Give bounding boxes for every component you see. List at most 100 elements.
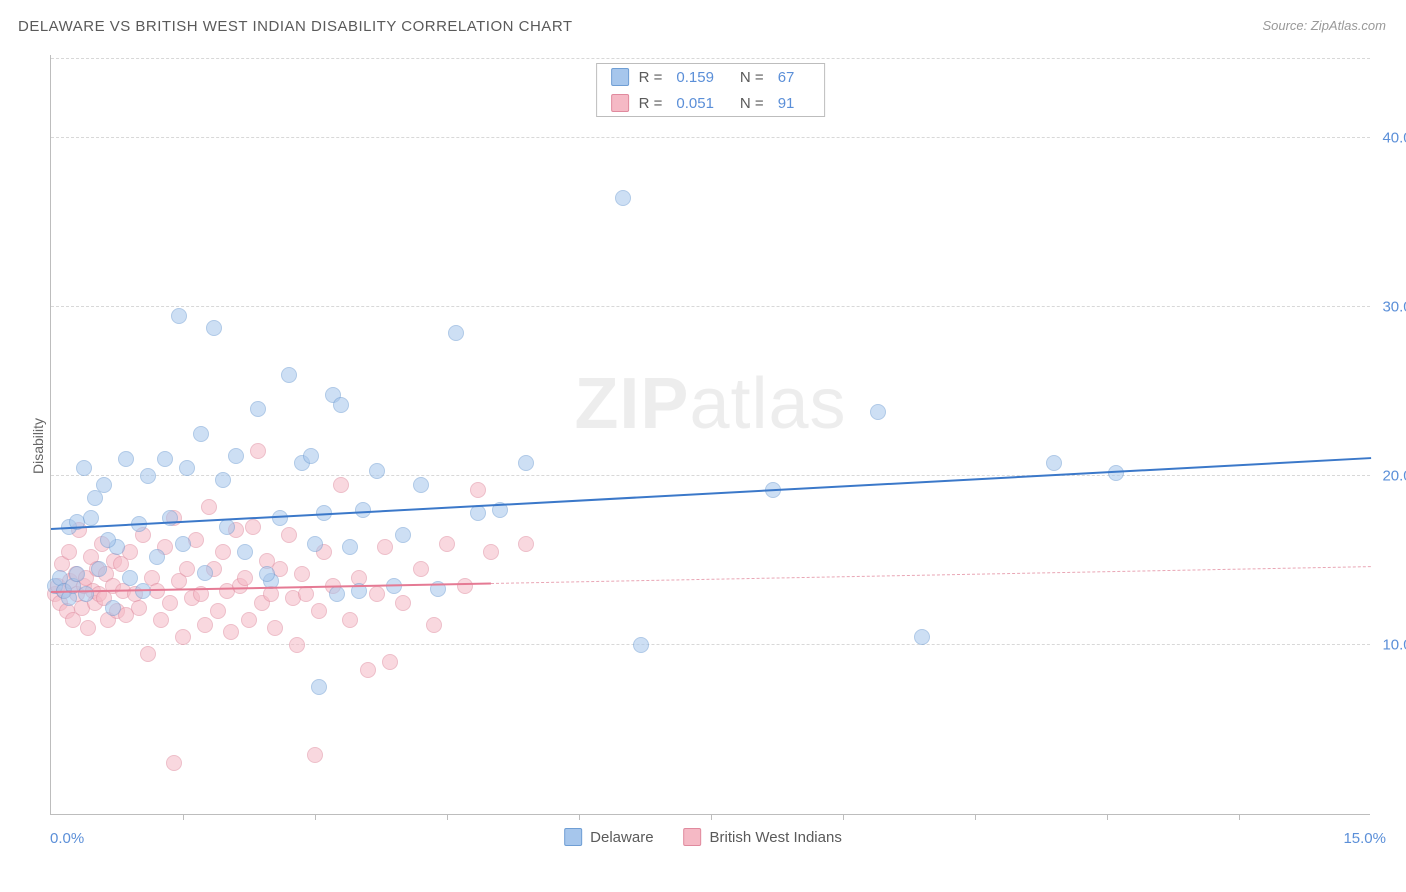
scatter-point — [311, 679, 327, 695]
scatter-point — [193, 426, 209, 442]
swatch-bwi — [684, 828, 702, 846]
scatter-point — [351, 570, 367, 586]
scatter-point — [228, 522, 244, 538]
scatter-point — [294, 455, 310, 471]
legend-item-bwi: British West Indians — [684, 828, 842, 846]
scatter-point — [382, 654, 398, 670]
x-tick — [843, 814, 844, 820]
gridline: 30.0% — [51, 306, 1370, 307]
scatter-point — [448, 325, 464, 341]
scatter-point — [162, 510, 178, 526]
scatter-point — [65, 612, 81, 628]
scatter-point — [87, 595, 103, 611]
scatter-point — [254, 595, 270, 611]
y-tick-label: 20.0% — [1382, 468, 1406, 485]
series-legend: Delaware British West Indians — [564, 828, 842, 846]
scatter-point — [96, 590, 112, 606]
scatter-point — [52, 595, 68, 611]
scatter-point — [633, 637, 649, 653]
x-tick — [1239, 814, 1240, 820]
scatter-point — [153, 612, 169, 628]
scatter-point — [69, 586, 85, 602]
scatter-point — [281, 527, 297, 543]
scatter-point — [175, 536, 191, 552]
n-value-bwi: 91 — [778, 95, 795, 112]
scatter-point — [118, 607, 134, 623]
scatter-point — [307, 536, 323, 552]
scatter-point — [439, 536, 455, 552]
scatter-point — [122, 570, 138, 586]
scatter-point — [149, 549, 165, 565]
y-axis-label: Disability — [30, 418, 46, 474]
scatter-point — [74, 600, 90, 616]
scatter-point — [184, 590, 200, 606]
scatter-point — [201, 499, 217, 515]
scatter-point — [52, 570, 68, 586]
scatter-point — [197, 617, 213, 633]
scatter-point — [68, 566, 84, 582]
scatter-point — [289, 637, 305, 653]
scatter-point — [518, 536, 534, 552]
scatter-point — [76, 460, 92, 476]
scatter-point — [78, 570, 94, 586]
trend-line — [491, 566, 1371, 584]
watermark-light: atlas — [689, 364, 846, 444]
scatter-point — [171, 573, 187, 589]
source-attribution: Source: ZipAtlas.com — [1262, 18, 1386, 33]
scatter-point — [250, 401, 266, 417]
x-tick — [183, 814, 184, 820]
scatter-point — [135, 527, 151, 543]
watermark: ZIPatlas — [574, 363, 846, 445]
chart-title: DELAWARE VS BRITISH WEST INDIAN DISABILI… — [18, 18, 573, 35]
gridline: 20.0% — [51, 475, 1370, 476]
x-tick — [579, 814, 580, 820]
scatter-point — [109, 603, 125, 619]
scatter-point — [166, 755, 182, 771]
scatter-point — [237, 544, 253, 560]
scatter-point — [206, 561, 222, 577]
scatter-point — [518, 455, 534, 471]
trend-line — [51, 582, 491, 592]
scatter-point — [83, 510, 99, 526]
scatter-point — [307, 747, 323, 763]
scatter-point — [259, 566, 275, 582]
scatter-point — [157, 451, 173, 467]
scatter-point — [241, 612, 257, 628]
scatter-point — [369, 586, 385, 602]
gridline: 40.0% — [51, 137, 1370, 138]
scatter-point — [197, 565, 213, 581]
scatter-point — [69, 566, 85, 582]
scatter-point — [131, 600, 147, 616]
scatter-point — [426, 617, 442, 633]
scatter-point — [215, 544, 231, 560]
r-value-bwi: 0.051 — [676, 95, 714, 112]
x-tick — [447, 814, 448, 820]
stats-legend-row-1: R = 0.159 N = 67 — [597, 64, 825, 90]
legend-label: Delaware — [590, 829, 653, 846]
scatter-point — [377, 539, 393, 555]
scatter-point — [98, 566, 114, 582]
scatter-point — [333, 477, 349, 493]
scatter-point — [89, 561, 105, 577]
scatter-point — [100, 612, 116, 628]
swatch-delaware — [564, 828, 582, 846]
scatter-point — [175, 629, 191, 645]
scatter-point — [395, 595, 411, 611]
swatch-bwi — [611, 94, 629, 112]
scatter-point — [140, 468, 156, 484]
scatter-point — [237, 570, 253, 586]
scatter-point — [210, 603, 226, 619]
scatter-point — [157, 539, 173, 555]
scatter-point — [342, 539, 358, 555]
x-min-label: 0.0% — [50, 830, 84, 847]
x-tick — [975, 814, 976, 820]
scatter-point — [272, 561, 288, 577]
gridline — [51, 58, 1370, 59]
stats-legend: R = 0.159 N = 67 R = 0.051 N = 91 — [596, 63, 826, 117]
scatter-point — [311, 603, 327, 619]
scatter-point — [105, 600, 121, 616]
scatter-point — [91, 586, 107, 602]
scatter-point — [232, 578, 248, 594]
swatch-delaware — [611, 68, 629, 86]
scatter-point — [285, 590, 301, 606]
